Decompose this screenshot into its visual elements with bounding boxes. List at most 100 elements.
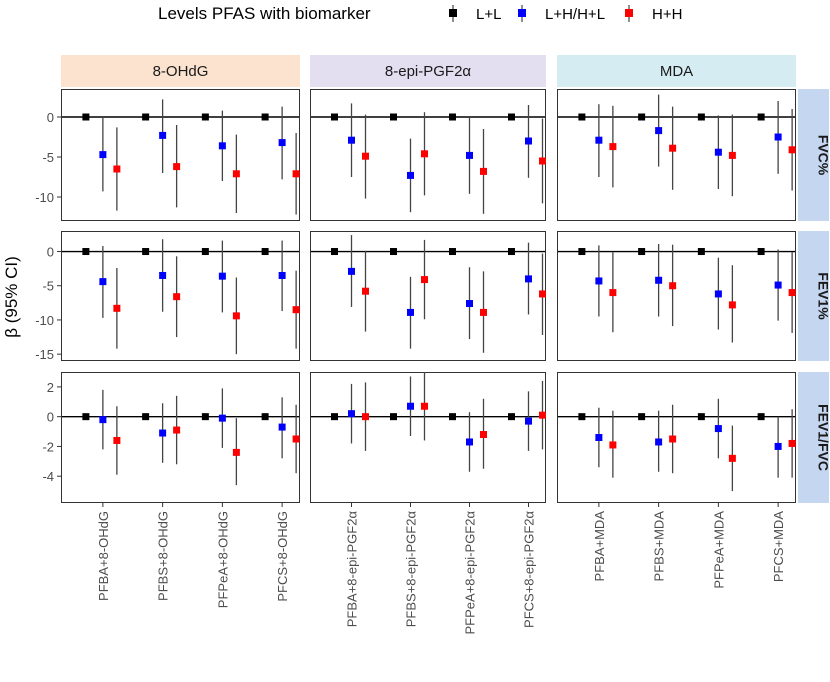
point-ll bbox=[757, 113, 765, 121]
point-ll bbox=[757, 413, 765, 421]
point-lh bbox=[655, 276, 663, 284]
point-ll bbox=[638, 413, 646, 421]
row-strip-label: FEV1% bbox=[816, 272, 830, 320]
x-category-label: PFCS+MDA bbox=[771, 511, 786, 582]
point-hh bbox=[113, 304, 121, 312]
point-lh bbox=[348, 136, 355, 144]
point-ll bbox=[449, 113, 456, 121]
point-hh bbox=[669, 435, 677, 443]
panel-border bbox=[557, 231, 796, 361]
column-strip bbox=[557, 55, 796, 87]
x-category-label: PFBS+8-epi-PGF2α bbox=[404, 511, 419, 628]
point-ll bbox=[697, 413, 705, 421]
x-category-label: PFBA+8-OHdG bbox=[96, 511, 111, 601]
y-axis-label: β (95% CI) bbox=[2, 256, 21, 338]
point-hh bbox=[480, 431, 487, 439]
point-lh bbox=[466, 438, 473, 446]
point-ll bbox=[142, 413, 150, 421]
point-ll bbox=[697, 113, 705, 121]
point-ll bbox=[508, 113, 515, 121]
point-hh bbox=[113, 436, 121, 444]
x-category-label: PFCS+8-epi-PGF2α bbox=[522, 511, 537, 628]
column-strip bbox=[310, 55, 546, 87]
panel-border bbox=[557, 89, 796, 221]
panel bbox=[310, 372, 546, 503]
panel bbox=[557, 372, 796, 503]
point-lh bbox=[774, 442, 782, 450]
point-hh bbox=[232, 312, 240, 320]
legend-label: L+H/H+L bbox=[545, 6, 605, 23]
y-tick-label: -5 bbox=[42, 279, 54, 294]
y-tick-label: -15 bbox=[35, 347, 54, 362]
point-hh bbox=[113, 165, 121, 173]
point-lh bbox=[99, 151, 107, 159]
panel-border bbox=[61, 231, 300, 361]
point-ll bbox=[201, 413, 209, 421]
point-ll bbox=[449, 413, 456, 421]
panel-border bbox=[310, 231, 546, 361]
point-ll bbox=[757, 248, 765, 256]
point-hh bbox=[609, 441, 617, 449]
point-lh bbox=[348, 410, 355, 418]
point-hh bbox=[173, 293, 181, 301]
point-lh bbox=[407, 171, 414, 179]
point-lh bbox=[595, 434, 603, 441]
point-hh bbox=[539, 290, 546, 298]
point-ll bbox=[390, 248, 397, 256]
y-tick-label: -5 bbox=[42, 150, 54, 165]
point-ll bbox=[578, 113, 586, 121]
panel-border bbox=[557, 372, 796, 503]
column-strip bbox=[61, 55, 300, 87]
column-strip-label: 8-epi-PGF2α bbox=[385, 63, 472, 80]
x-category-label: PFCS+8-OHdG bbox=[275, 511, 290, 602]
legend-key-marker bbox=[518, 9, 526, 17]
panel bbox=[557, 231, 796, 361]
point-hh bbox=[788, 439, 796, 447]
point-ll bbox=[638, 248, 646, 256]
point-ll bbox=[82, 248, 90, 256]
point-lh bbox=[407, 402, 414, 410]
point-lh bbox=[714, 290, 722, 298]
point-hh bbox=[728, 301, 736, 309]
point-lh bbox=[525, 137, 532, 145]
point-lh bbox=[525, 275, 532, 283]
column-strip-label: 8-OHdG bbox=[153, 63, 209, 80]
y-tick-label: -10 bbox=[35, 313, 54, 328]
point-ll bbox=[449, 248, 456, 256]
point-lh bbox=[655, 127, 663, 135]
point-hh bbox=[539, 411, 546, 419]
point-lh bbox=[595, 277, 603, 285]
point-ll bbox=[697, 248, 705, 256]
point-ll bbox=[390, 113, 397, 121]
y-tick-label: 0 bbox=[47, 245, 54, 260]
y-tick-label: -4 bbox=[42, 469, 54, 484]
point-lh bbox=[159, 429, 167, 437]
point-lh bbox=[714, 148, 722, 156]
point-hh bbox=[421, 276, 428, 284]
point-ll bbox=[578, 413, 586, 421]
y-tick-label: -10 bbox=[35, 190, 54, 205]
point-ll bbox=[142, 113, 150, 121]
point-ll bbox=[142, 248, 150, 256]
legend-key-marker bbox=[625, 9, 633, 17]
point-lh bbox=[655, 438, 663, 446]
legend: Levels PFAS with biomarker L+L L+H/H+L H+H bbox=[158, 4, 682, 23]
point-lh bbox=[99, 416, 107, 424]
point-ll bbox=[508, 413, 515, 421]
point-lh bbox=[278, 139, 286, 147]
point-lh bbox=[218, 272, 226, 280]
point-ll bbox=[261, 413, 269, 421]
point-ll bbox=[508, 248, 515, 256]
panel bbox=[61, 89, 300, 221]
point-ll bbox=[82, 413, 90, 421]
y-tick-label: 0 bbox=[47, 410, 54, 425]
point-hh bbox=[609, 143, 617, 151]
point-ll bbox=[201, 113, 209, 121]
plot-area: 8-OHdG 8-epi-PGF2α MDA FVC% 0 -5 -10 FEV1% 0 -5 -1… bbox=[35, 55, 830, 634]
point-lh bbox=[218, 414, 226, 422]
point-ll bbox=[201, 248, 209, 256]
panel-border bbox=[310, 372, 546, 503]
point-ll bbox=[261, 248, 269, 256]
point-lh bbox=[525, 417, 532, 425]
